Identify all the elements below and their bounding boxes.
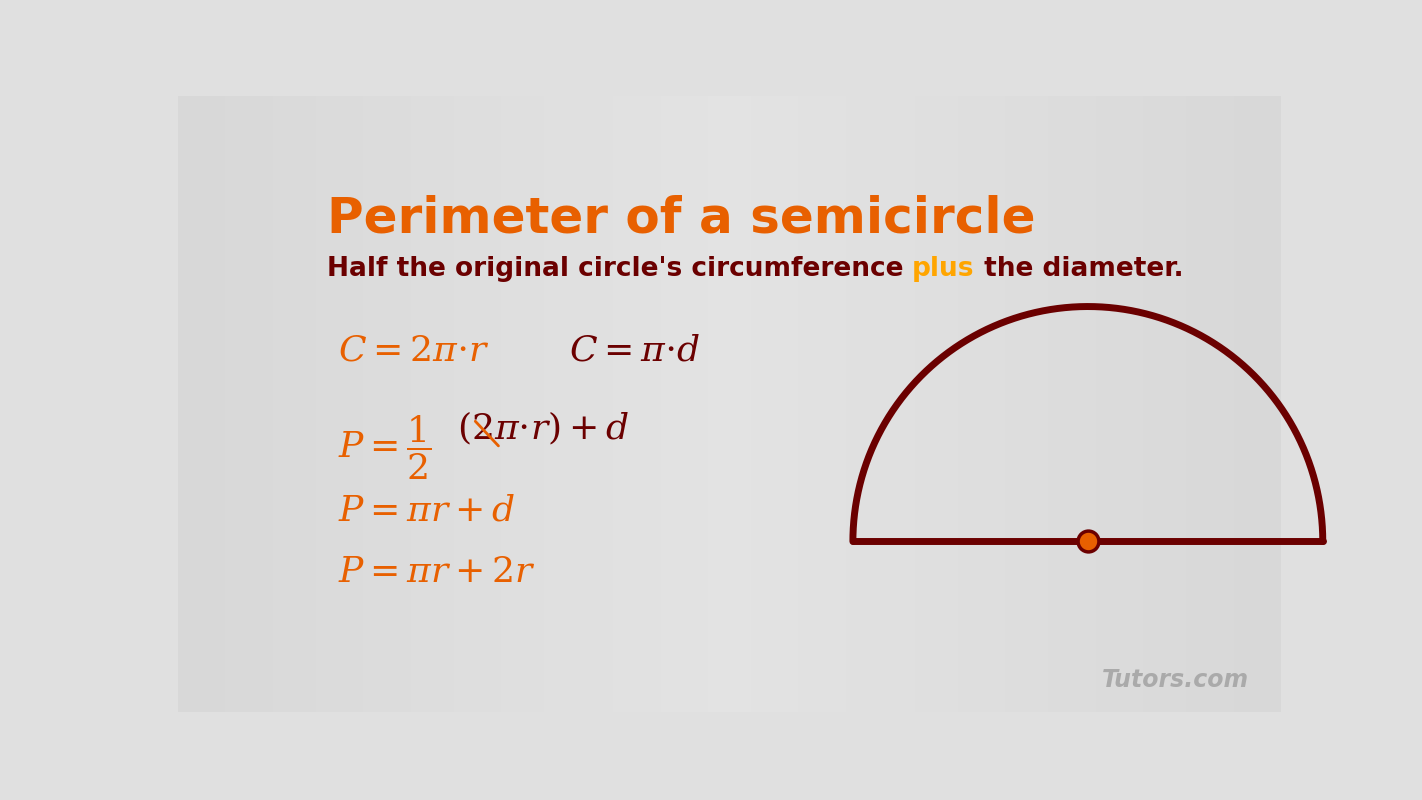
Text: $P = \dfrac{1}{2}$: $P = \dfrac{1}{2}$ bbox=[337, 414, 431, 482]
Text: the diameter.: the diameter. bbox=[974, 256, 1183, 282]
Text: $C = 2\pi{\cdot}r$: $C = 2\pi{\cdot}r$ bbox=[337, 333, 489, 367]
Text: $P = \pi r + d$: $P = \pi r + d$ bbox=[337, 494, 515, 527]
Text: $P = \pi r + 2r$: $P = \pi r + 2r$ bbox=[337, 555, 536, 589]
Text: plus: plus bbox=[912, 256, 974, 282]
Text: $C = \pi{\cdot}d$: $C = \pi{\cdot}d$ bbox=[569, 333, 701, 367]
Text: Tutors.com: Tutors.com bbox=[1102, 668, 1249, 692]
Text: $(2\pi{\cdot}r) + d$: $(2\pi{\cdot}r) + d$ bbox=[456, 410, 629, 447]
Text: Half the original circle's circumference: Half the original circle's circumference bbox=[327, 256, 912, 282]
Text: Perimeter of a semicircle: Perimeter of a semicircle bbox=[327, 194, 1035, 242]
